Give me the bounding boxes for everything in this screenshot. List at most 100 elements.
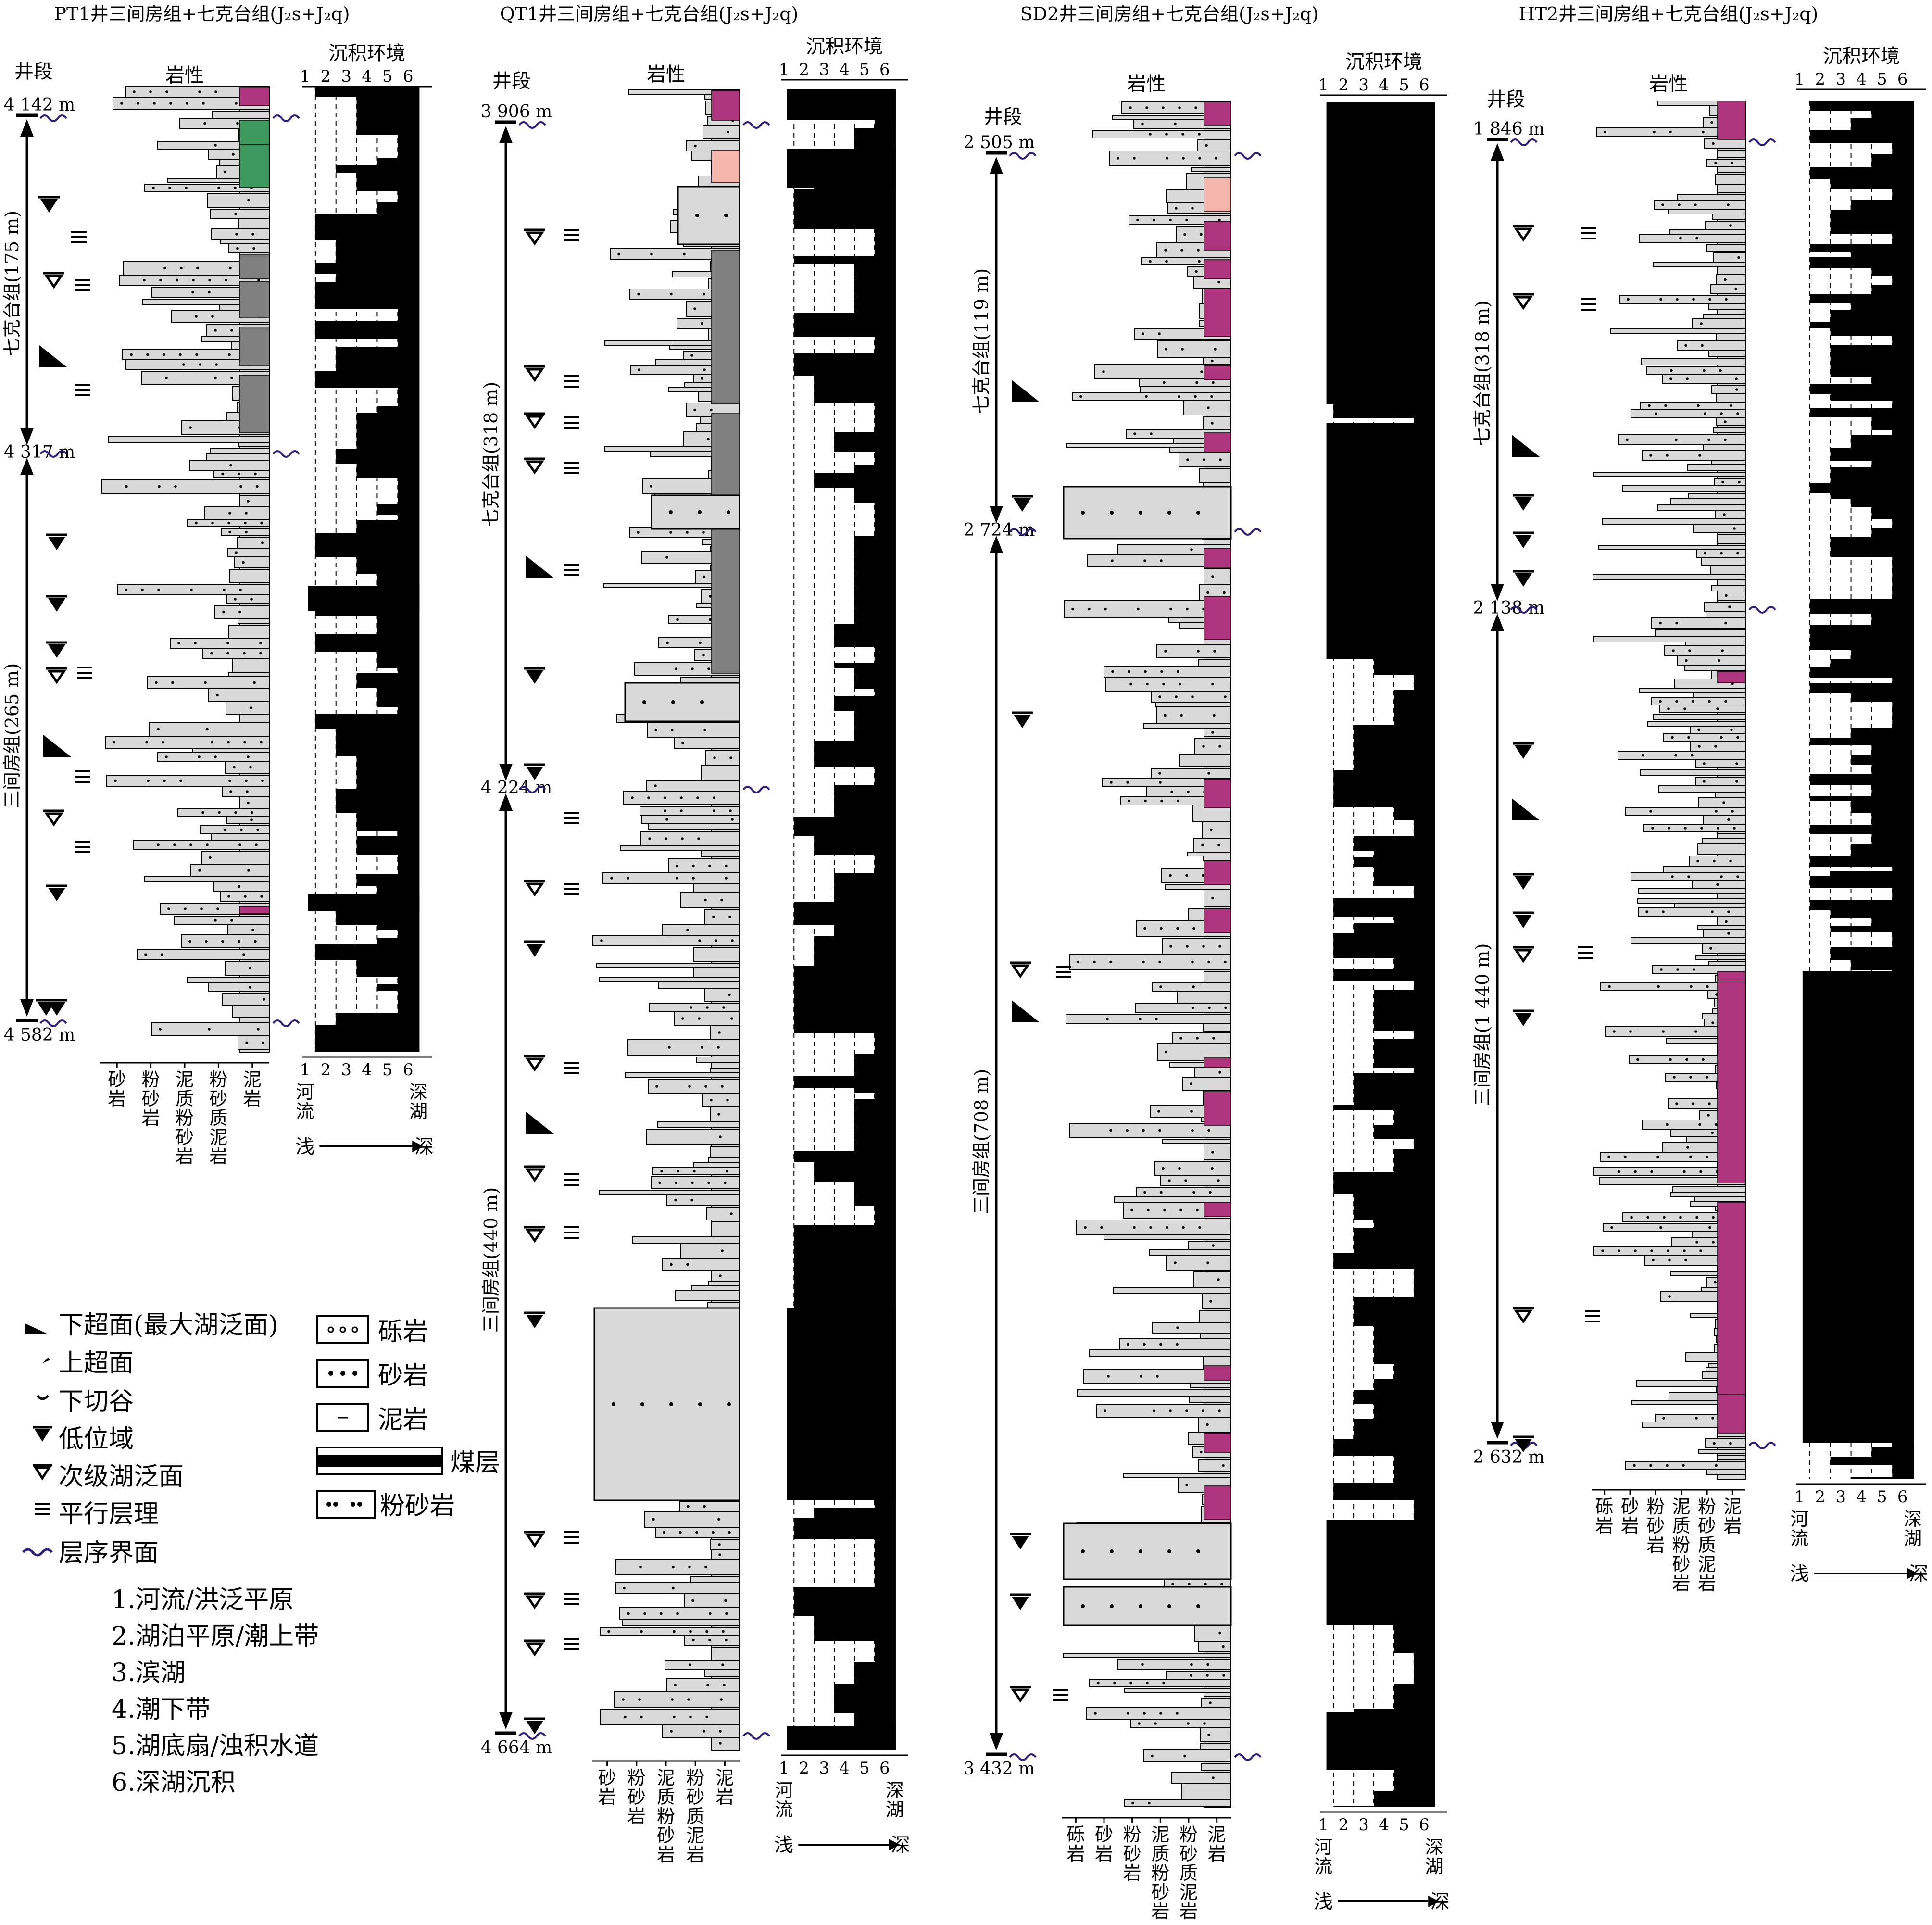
- grain-dot: [1683, 707, 1686, 710]
- env-level-bar: [315, 321, 420, 339]
- grain-dot: [205, 940, 208, 943]
- grain-dot: [1664, 404, 1667, 407]
- grain-dot: [1712, 1216, 1715, 1219]
- env-level-bar: [1871, 745, 1914, 755]
- grain-dot: [1725, 920, 1728, 923]
- lithology-column-label: 泥岩: [1208, 1824, 1226, 1864]
- grain-dot: [1695, 237, 1698, 240]
- env-level-bar: [377, 616, 420, 634]
- bed: [1130, 1719, 1231, 1728]
- deep-label: 深: [891, 1834, 910, 1856]
- grain-dot: [691, 1599, 694, 1602]
- thick-bed: [593, 1307, 740, 1501]
- bed: [1670, 1192, 1746, 1197]
- lithology-column-char: 岩: [1646, 1535, 1665, 1556]
- flooding-surface-icon: [524, 880, 545, 897]
- bed: [1670, 498, 1746, 505]
- bed: [174, 916, 270, 925]
- env-level-bar: [1851, 728, 1914, 738]
- environment-header: 沉积环境: [806, 36, 883, 58]
- grain-dot: [1699, 1249, 1702, 1252]
- env-level-bar: [398, 668, 420, 673]
- lithology-column-label: 砂岩: [108, 1069, 126, 1109]
- env-level-bar: [1851, 252, 1914, 257]
- grain-dot: [1191, 1129, 1194, 1132]
- grain-dot: [610, 877, 613, 880]
- grain-dot: [1715, 1123, 1718, 1126]
- grain-dot: [230, 329, 233, 332]
- grain-dot: [1712, 142, 1715, 145]
- env-tick-bottom: 3: [819, 1759, 829, 1778]
- grain-dot: [1071, 607, 1074, 611]
- lithology-column-label: 砂岩: [1095, 1824, 1113, 1864]
- grain-dot: [1163, 381, 1166, 384]
- env-solid-fill: [1326, 423, 1435, 529]
- grain-dot: [1133, 432, 1136, 435]
- grain-dot: [211, 521, 214, 525]
- bed: [208, 688, 270, 702]
- env-level-bar: [1354, 1073, 1435, 1105]
- grain-dot: [692, 864, 695, 868]
- grain-dot: [1708, 1226, 1711, 1229]
- bed: [1077, 1389, 1231, 1397]
- flooding-surface-icon: [524, 1165, 545, 1183]
- grain-dot: [660, 1612, 663, 1615]
- grain-dot: [721, 1663, 724, 1666]
- grain-dot: [158, 485, 161, 488]
- grain-dot: [1158, 695, 1161, 698]
- sequence-boundary-icon: [39, 450, 67, 458]
- lithology-column-label: 粉砂岩: [1123, 1824, 1142, 1884]
- grain-dot: [688, 1085, 691, 1088]
- parallel-bedding-icon: [564, 1226, 579, 1239]
- env-level-bar: [1374, 1791, 1435, 1806]
- grain-dot: [1715, 810, 1718, 813]
- env-level-bar: [1892, 573, 1914, 580]
- grain-dot: [1153, 218, 1155, 222]
- bed: [1602, 518, 1746, 525]
- grain-dot: [688, 1565, 691, 1569]
- bed: [710, 1146, 740, 1158]
- bed: [1593, 472, 1746, 477]
- grain-dot: [1215, 157, 1217, 160]
- grain-dot: [1667, 707, 1670, 710]
- grain-dot: [1707, 438, 1710, 441]
- bed: [592, 935, 740, 946]
- bed: [1716, 393, 1746, 403]
- env-level-bar: [1830, 910, 1914, 918]
- thick-bed: [677, 186, 740, 245]
- grain-dot: [1155, 1018, 1158, 1020]
- env-level-bar: [1414, 1653, 1435, 1684]
- grain-dot: [671, 729, 674, 731]
- legend-label-conglomerate: 砾岩: [378, 1318, 428, 1346]
- grain-dot: [1126, 781, 1129, 784]
- env-level-bar: [1393, 807, 1435, 820]
- env-tick-top: 6: [403, 67, 414, 86]
- bed: [1663, 733, 1746, 742]
- lithology-column-char: 砂: [598, 1767, 616, 1788]
- env-level-bar: [356, 557, 420, 574]
- bed: [1124, 1688, 1231, 1693]
- grain-dot: [1213, 650, 1216, 653]
- bed: [615, 1582, 740, 1594]
- env-level-bar: [874, 767, 896, 785]
- sequence-boundary-icon: [1234, 528, 1262, 536]
- grain-dot: [725, 864, 728, 868]
- grain-dot: [674, 1684, 677, 1686]
- env-level-bar: [1809, 900, 1914, 910]
- grain-dot: [1683, 1249, 1686, 1252]
- grain-dot: [1198, 133, 1201, 136]
- grain-dot: [600, 939, 603, 942]
- env-tick-top: 6: [1419, 75, 1430, 95]
- sequence-boundary-icon: [272, 450, 300, 458]
- bed: [1638, 888, 1746, 894]
- grain-dot: [1207, 406, 1210, 409]
- grain-dot: [1659, 621, 1662, 625]
- arrowhead-up: [1491, 143, 1504, 161]
- grain-dot: [1144, 670, 1147, 673]
- bed: [706, 1207, 740, 1220]
- grain-dot: [664, 796, 666, 799]
- lowstand-tract-icon: [33, 1426, 52, 1442]
- grain-dot: [1710, 121, 1713, 124]
- grain-dot: [666, 641, 669, 644]
- grain-dot: [681, 742, 684, 744]
